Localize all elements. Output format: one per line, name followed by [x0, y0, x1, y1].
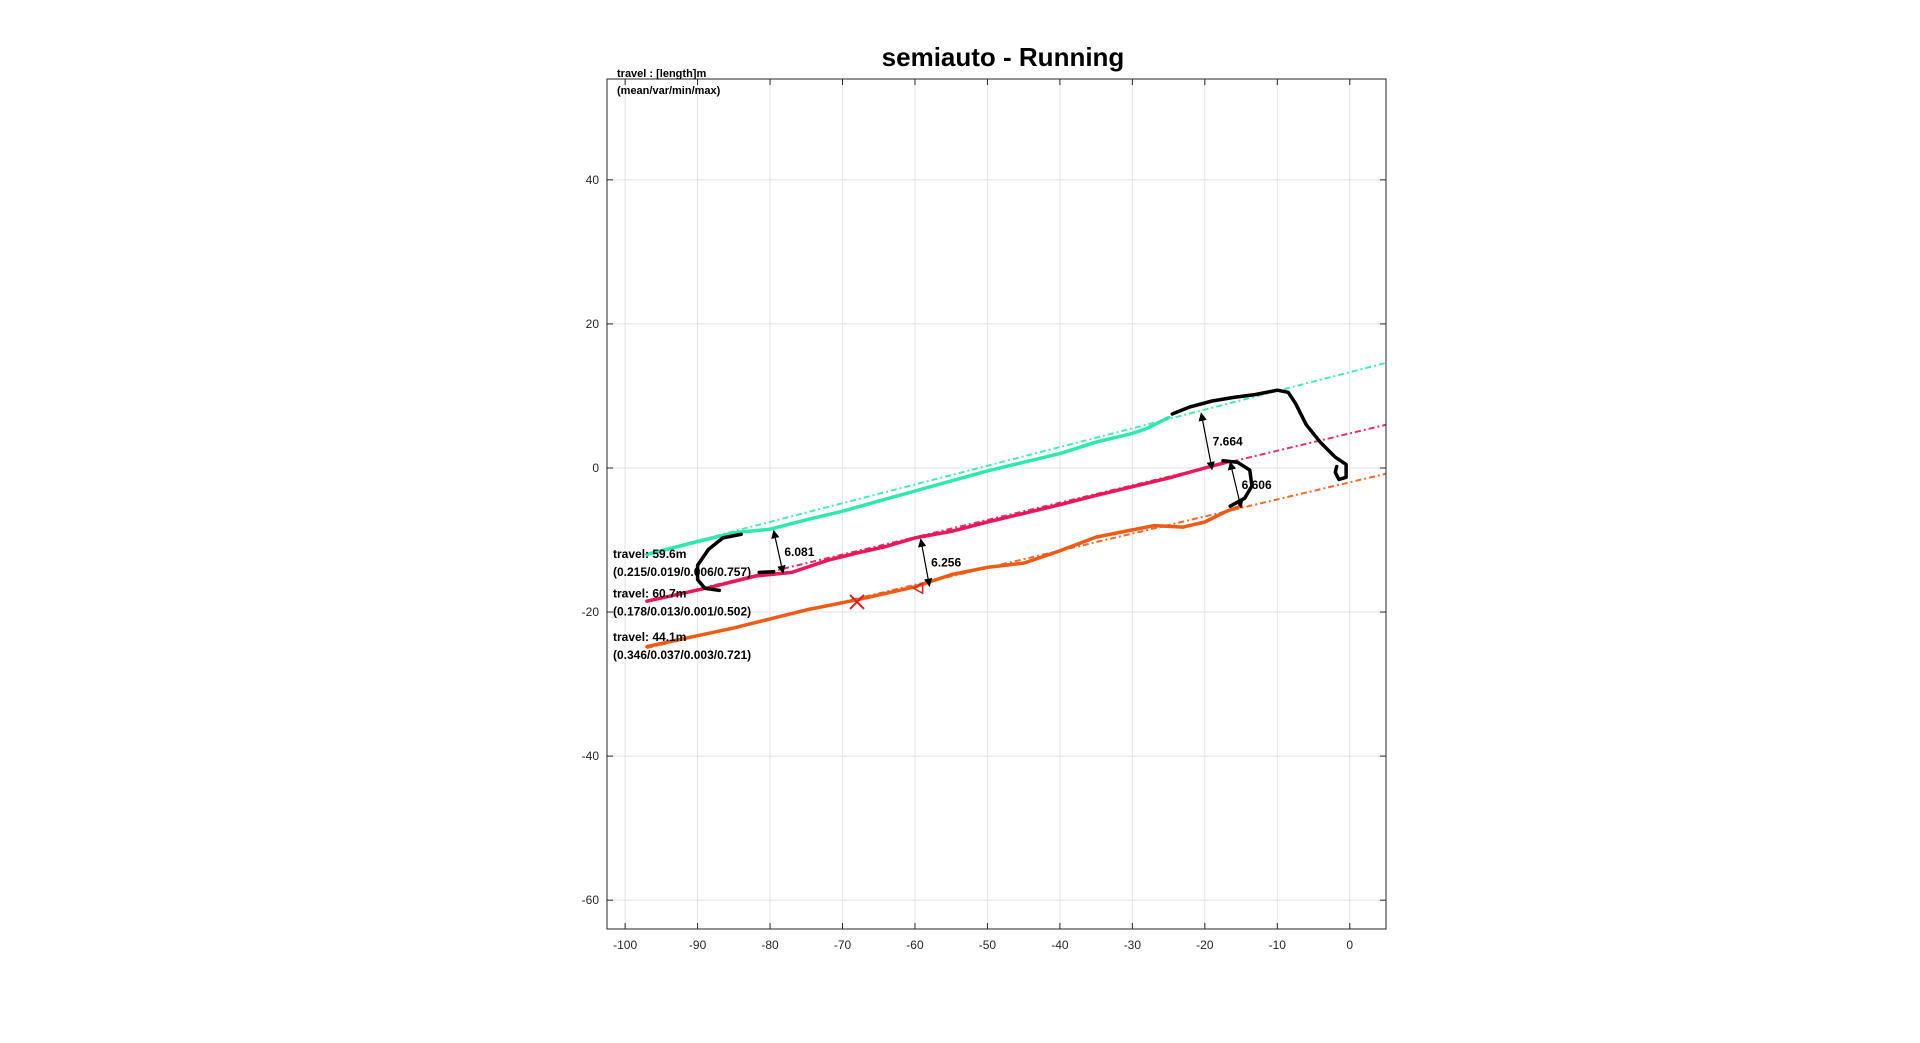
x-tick-label: -100	[613, 938, 637, 952]
fit-lines	[646, 361, 1387, 650]
distance-label: 6.606	[1242, 478, 1272, 492]
chart-title: semiauto - Running	[882, 42, 1125, 72]
y-tick-label: 0	[592, 461, 599, 475]
track-3	[645, 504, 1243, 649]
fit-line-1	[646, 361, 1387, 555]
distance-label: 6.256	[931, 556, 961, 570]
x-tick-label: -30	[1124, 938, 1142, 952]
series-label-2: travel: 60.7m	[613, 587, 686, 601]
x-tick-label: -50	[979, 938, 997, 952]
legend-header: travel : [length]m (mean/var/min/max)	[617, 68, 721, 97]
distance-label: 7.664	[1213, 434, 1243, 448]
series-label-3: travel: 44.1m	[613, 630, 686, 644]
track-1	[645, 415, 1171, 557]
series-label-3: (0.346/0.037/0.003/0.721)	[613, 648, 751, 662]
x-tick-label: -20	[1196, 938, 1214, 952]
series-label-2: (0.178/0.013/0.001/0.502)	[613, 605, 751, 619]
y-tick-label: 40	[586, 173, 600, 187]
legend-header-line: travel : [length]m	[617, 68, 706, 80]
x-tick-label: -70	[834, 938, 852, 952]
grid	[607, 79, 1386, 929]
x-tick-label: 0	[1346, 938, 1353, 952]
legend-header-line: (mean/var/min/max)	[617, 85, 721, 97]
distance-arrow	[918, 538, 933, 587]
x-tick-label: -80	[761, 938, 779, 952]
x-tick-label: -40	[1051, 938, 1069, 952]
distance-arrow	[1198, 412, 1215, 471]
series-label-1: (0.215/0.019/0.006/0.757)	[613, 565, 751, 579]
distance-arrow	[1227, 461, 1244, 509]
triangle-marker	[912, 582, 924, 595]
black-path-4	[757, 569, 776, 575]
black-path-2	[695, 532, 743, 593]
distance-label: 6.081	[784, 545, 814, 559]
y-tick-label: -60	[582, 893, 600, 907]
series-label-1: travel: 59.6m	[613, 547, 686, 561]
x-tick-label: -10	[1269, 938, 1287, 952]
x-tick-labels: -100 -90 -80 -70 -60 -50 -40 -30 -20 -10 0	[613, 79, 1353, 952]
black-path-1	[1170, 388, 1348, 482]
y-tick-label: 20	[586, 317, 600, 331]
x-tick-label: -90	[689, 938, 707, 952]
y-tick-label: -40	[582, 749, 600, 763]
y-tick-label: -20	[582, 605, 600, 619]
y-tick-labels: 40 20 0 -20 -40 -60	[582, 173, 1386, 907]
distance-arrow	[771, 529, 786, 574]
axes-box	[606, 78, 1387, 930]
x-tick-label: -60	[906, 938, 924, 952]
markers	[849, 582, 924, 610]
x-marker	[849, 594, 865, 610]
distance-annotations: 6.081 6.256 7.664 6.606	[771, 412, 1272, 587]
series-labels: travel: 59.6m (0.215/0.019/0.006/0.757) tr…	[613, 547, 751, 662]
